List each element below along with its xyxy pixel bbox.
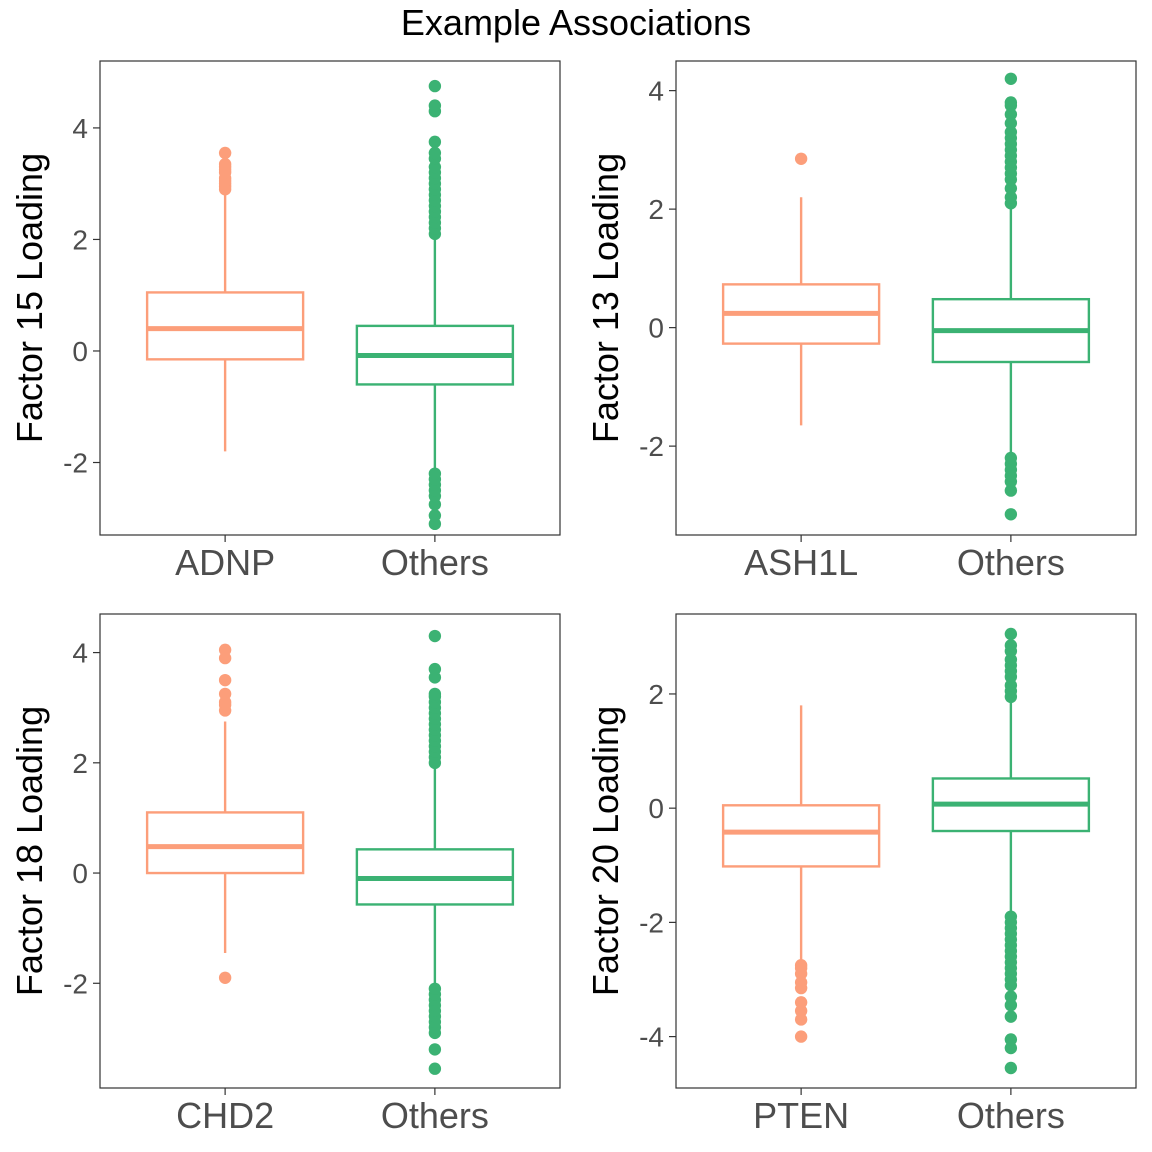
panel-factor-18: -2 0 2 4 Factor 18 Loading CHD2 Others [9,613,561,1136]
outlier-point [1004,1041,1018,1055]
outlier-point [794,976,808,989]
outlier-point [1004,451,1018,465]
outlier-point [1004,191,1018,204]
outlier-point [1004,910,1018,923]
y-tick-label: 4 [72,113,88,144]
y-tick-label: 0 [648,793,664,824]
y-tick-label: -4 [639,1022,664,1053]
outlier-point [1004,108,1018,121]
outlier-point [428,1062,442,1075]
outlier-point [794,1030,808,1043]
outlier-point [428,467,442,480]
y-tick-label: 0 [72,336,88,367]
outlier-point [428,1043,442,1056]
x-tick-label: ADNP [175,542,275,583]
outlier-point [218,146,232,160]
page-title: Example Associations [400,2,752,43]
y-tick-label: 0 [72,858,88,889]
outlier-point [1004,1061,1018,1075]
box-others [355,629,515,1075]
y-axis-title: Factor 15 Loading [9,153,50,443]
outlier-point [428,509,442,522]
outlier-point [218,687,232,701]
y-tick-label: 2 [72,748,88,779]
box-others [931,72,1091,521]
y-tick-label: -2 [639,907,664,938]
panel-border [675,60,1137,536]
panel-border [99,60,561,536]
y-axis-title: Factor 20 Loading [585,706,626,996]
panel-border [675,613,1137,1089]
outlier-point [1004,1010,1018,1023]
x-tick-label: Others [957,1095,1065,1136]
outlier-point [428,982,442,995]
panel-factor-13: -2 0 2 4 Factor 13 Loading ASH1L Others [585,60,1137,583]
y-tick-label: 2 [648,194,664,225]
outlier-point [794,1013,808,1026]
x-tick-label: ASH1L [744,542,858,583]
box-iqr [145,811,305,875]
y-tick-label: 2 [648,679,664,710]
box-adnp [145,146,305,452]
outlier-point [1004,182,1018,195]
y-tick-label: 4 [648,76,664,107]
outlier-point [428,79,442,93]
outlier-point [428,687,442,701]
outlier-point [428,146,442,160]
outlier-point [218,643,232,657]
outlier-point [794,959,808,972]
box-pten [721,705,881,1043]
box-iqr [145,291,305,361]
outlier-point [1004,96,1018,109]
box-others [355,79,515,531]
y-axis-title: Factor 13 Loading [585,153,626,443]
outlier-point [218,971,232,984]
outlier-point [428,662,442,676]
box-ash1l [721,152,881,426]
outlier-point [1004,627,1018,641]
box-chd2 [145,643,305,984]
outlier-point [1004,679,1018,692]
outlier-point [1004,117,1018,130]
box-others [931,627,1091,1075]
x-tick-label: Others [957,542,1065,583]
outlier-point [428,629,442,643]
outlier-point [428,99,442,112]
box-iqr [721,804,881,868]
x-tick-label: Others [381,542,489,583]
outlier-point [1004,653,1018,666]
y-tick-label: -2 [639,431,664,462]
outlier-point [1004,72,1018,85]
outlier-point [1004,484,1018,497]
outlier-point [1004,639,1018,652]
outlier-point [1004,125,1018,139]
outlier-point [794,152,808,165]
x-tick-label: Others [381,1095,489,1136]
y-tick-label: -2 [63,448,88,479]
y-axis-title: Factor 18 Loading [9,706,50,996]
outlier-point [794,996,808,1009]
outlier-point [1004,1033,1018,1046]
outlier-point [218,157,232,171]
outlier-point [1004,508,1018,521]
outlier-point [218,673,232,687]
x-tick-label: CHD2 [176,1095,274,1136]
outlier-point [1004,990,1018,1003]
panel-factor-15: -2 0 2 4 Factor 15 Loading ADNP Others [9,60,561,583]
outlier-point [1004,998,1018,1012]
y-tick-label: 2 [72,224,88,255]
panel-border [99,613,561,1089]
panel-factor-20: -4 -2 0 2 Factor 20 Loading PTEN Others [585,613,1137,1136]
y-tick-label: 0 [648,313,664,344]
y-tick-label: 4 [72,638,88,669]
y-tick-label: -2 [63,968,88,999]
outlier-point [428,135,442,149]
outlier-point [794,1004,808,1018]
x-tick-label: PTEN [753,1095,849,1136]
